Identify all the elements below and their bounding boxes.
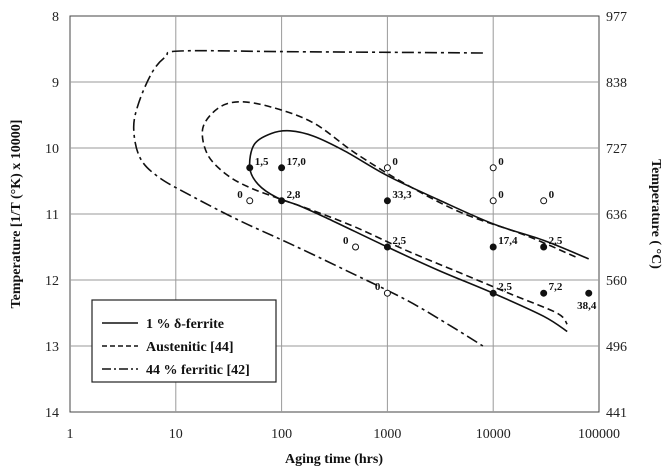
data-point-open	[540, 197, 548, 205]
data-point-label: 1,5	[255, 156, 269, 168]
x-tick-label: 100	[271, 427, 292, 442]
data-point-open	[352, 243, 360, 251]
y-tick-label-right: 496	[606, 340, 627, 355]
y-tick-label-right: 560	[606, 274, 627, 289]
legend-label-ferritic: 44 % ferritic [42]	[146, 363, 250, 378]
y-tick-label-left: 13	[45, 340, 59, 355]
legend-label-delta: 1 % δ-ferrite	[146, 317, 224, 332]
data-point-open	[383, 164, 391, 172]
legend: 1 % δ-ferrite Austenitic [44] 44 % ferriti…	[91, 299, 277, 383]
x-tick-label: 10000	[476, 427, 511, 442]
y-tick-label-right: 636	[606, 208, 627, 223]
series-ferritic-line	[132, 49, 484, 347]
data-point-label: 2,8	[287, 189, 301, 201]
y-tick-label-left: 11	[46, 208, 59, 223]
data-point-label: 0	[343, 235, 349, 247]
data-point-label: 2,5	[549, 235, 563, 247]
data-point-filled	[278, 164, 286, 172]
data-point-label: 7,2	[549, 281, 563, 293]
series-delta-line	[248, 129, 590, 333]
data-point-filled	[246, 164, 254, 172]
data-point-filled	[585, 289, 593, 297]
data-point-label: 2,5	[498, 281, 512, 293]
data-point-open	[489, 164, 497, 172]
data-point-label: 0	[375, 281, 381, 293]
y-tick-label-right: 441	[606, 406, 627, 421]
y-tick-label-left: 10	[45, 142, 59, 157]
x-tick-label: 1	[67, 427, 74, 442]
x-tick-label: 100000	[578, 427, 620, 442]
y-axis-title-left: Temperature [1/T (°K) x 10000]	[9, 120, 24, 309]
x-axis-title: Aging time (hrs)	[285, 452, 383, 467]
x-tick-label: 1000	[373, 427, 401, 442]
data-points: 1,5 17,0 2,8 0 0 33,3 2,5 0 0 0 0 17,4 2,5 0 2,5 7,2 38,…	[237, 156, 597, 312]
data-point-label: 0	[549, 189, 555, 201]
data-point-label: 0	[498, 156, 504, 168]
data-point-label: 38,4	[577, 300, 597, 312]
data-point-filled	[383, 243, 391, 251]
legend-label-austenitic: Austenitic [44]	[146, 340, 234, 355]
data-point-label: 0	[498, 189, 504, 201]
axis-ticks: 1 10 100 1000 10000 100000 8 977 9 838 10 727 11 636 1…	[45, 10, 627, 442]
data-point-filled	[278, 197, 286, 205]
data-point-label: 0	[392, 156, 398, 168]
y-tick-label-left: 12	[45, 274, 59, 289]
data-point-label: 33,3	[392, 189, 412, 201]
data-point-open	[246, 197, 254, 205]
data-point-filled	[489, 243, 497, 251]
data-point-filled	[540, 243, 548, 251]
curves	[132, 49, 590, 347]
y-tick-label-right: 977	[606, 10, 627, 25]
data-point-filled	[489, 289, 497, 297]
data-point-label: 0	[237, 189, 243, 201]
y-tick-label-right: 838	[606, 76, 627, 91]
y-tick-label-left: 8	[52, 10, 59, 25]
data-point-open	[489, 197, 497, 205]
data-point-label: 17,0	[287, 156, 307, 168]
data-point-label: 2,5	[392, 235, 406, 247]
y-axis-title-right: Temperature ( °C)	[648, 159, 662, 269]
y-tick-label-right: 727	[606, 142, 627, 157]
data-point-label: 17,4	[498, 235, 518, 247]
data-point-open	[383, 289, 391, 297]
data-point-filled	[383, 197, 391, 205]
data-point-filled	[540, 289, 548, 297]
y-tick-label-left: 9	[52, 76, 59, 91]
y-tick-label-left: 14	[45, 406, 59, 421]
x-tick-label: 10	[169, 427, 183, 442]
